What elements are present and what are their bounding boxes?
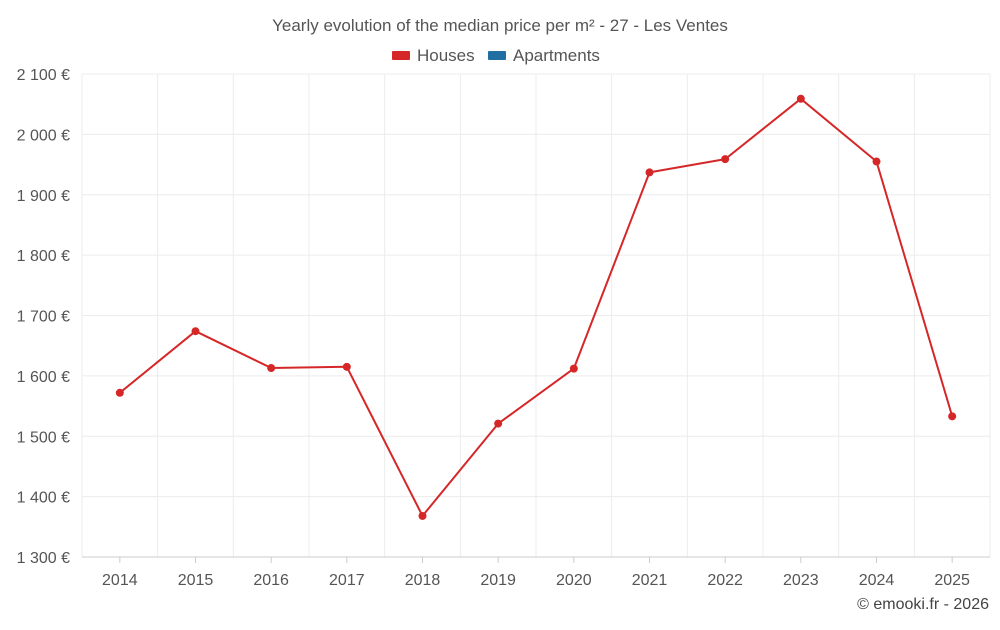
x-tick-label: 2016: [253, 572, 289, 589]
x-tick-label: 2021: [632, 572, 668, 589]
y-tick-label: 1 400 €: [17, 490, 70, 507]
x-tick-label: 2022: [707, 572, 743, 589]
legend: Houses Apartments: [392, 46, 600, 65]
y-tick-label: 1 800 €: [17, 248, 70, 265]
y-tick-label: 1 300 €: [17, 550, 70, 567]
data-point-houses-2019[interactable]: [494, 419, 503, 428]
x-tick-label: 2023: [783, 572, 819, 589]
data-point-houses-2024[interactable]: [872, 157, 881, 166]
data-point-houses-2020[interactable]: [569, 364, 578, 373]
y-tick-label: 2 000 €: [17, 127, 70, 144]
x-tick-label: 2020: [556, 572, 592, 589]
y-axis: 1 300 € 1 400 € 1 500 € 1 600 € 1 700 € 1 800…: [17, 67, 70, 567]
series-line-houses: [119, 97, 954, 517]
data-point-houses-2015[interactable]: [191, 327, 200, 336]
chart-title: Yearly evolution of the median price per…: [272, 16, 728, 35]
x-tick-label: 2017: [329, 572, 365, 589]
legend-item-houses[interactable]: Houses: [392, 46, 475, 65]
y-tick-label: 1 900 €: [17, 188, 70, 205]
legend-swatch-apartments: [488, 51, 506, 60]
data-point-houses-2025[interactable]: [948, 412, 957, 421]
data-point-houses-2021[interactable]: [645, 168, 654, 177]
grid: [81, 73, 991, 557]
series-layer: [115, 94, 957, 520]
y-tick-label: 1 700 €: [17, 309, 70, 326]
x-tick-label: 2025: [934, 572, 970, 589]
legend-swatch-houses: [392, 51, 410, 60]
x-axis: 2014 2015 2016 2017 2018 2019 2020 2021 2022 2023…: [82, 556, 990, 589]
credit-text: © emooki.fr - 2026: [857, 596, 989, 613]
legend-label-apartments: Apartments: [513, 46, 600, 65]
data-point-houses-2023[interactable]: [796, 94, 805, 103]
y-tick-label: 1 500 €: [17, 429, 70, 446]
x-tick-label: 2024: [859, 572, 895, 589]
y-tick-label: 2 100 €: [17, 67, 70, 84]
data-point-houses-2017[interactable]: [342, 362, 351, 371]
data-point-houses-2014[interactable]: [115, 388, 124, 397]
x-tick-label: 2015: [178, 572, 214, 589]
y-tick-label: 1 600 €: [17, 369, 70, 386]
data-point-houses-2016[interactable]: [267, 364, 276, 373]
legend-label-houses: Houses: [417, 46, 475, 65]
x-tick-label: 2019: [480, 572, 516, 589]
x-tick-label: 2018: [405, 572, 441, 589]
data-point-houses-2018[interactable]: [418, 511, 427, 520]
x-tick-label: 2014: [102, 572, 138, 589]
data-point-houses-2022[interactable]: [721, 155, 730, 164]
legend-item-apartments[interactable]: Apartments: [488, 46, 600, 65]
